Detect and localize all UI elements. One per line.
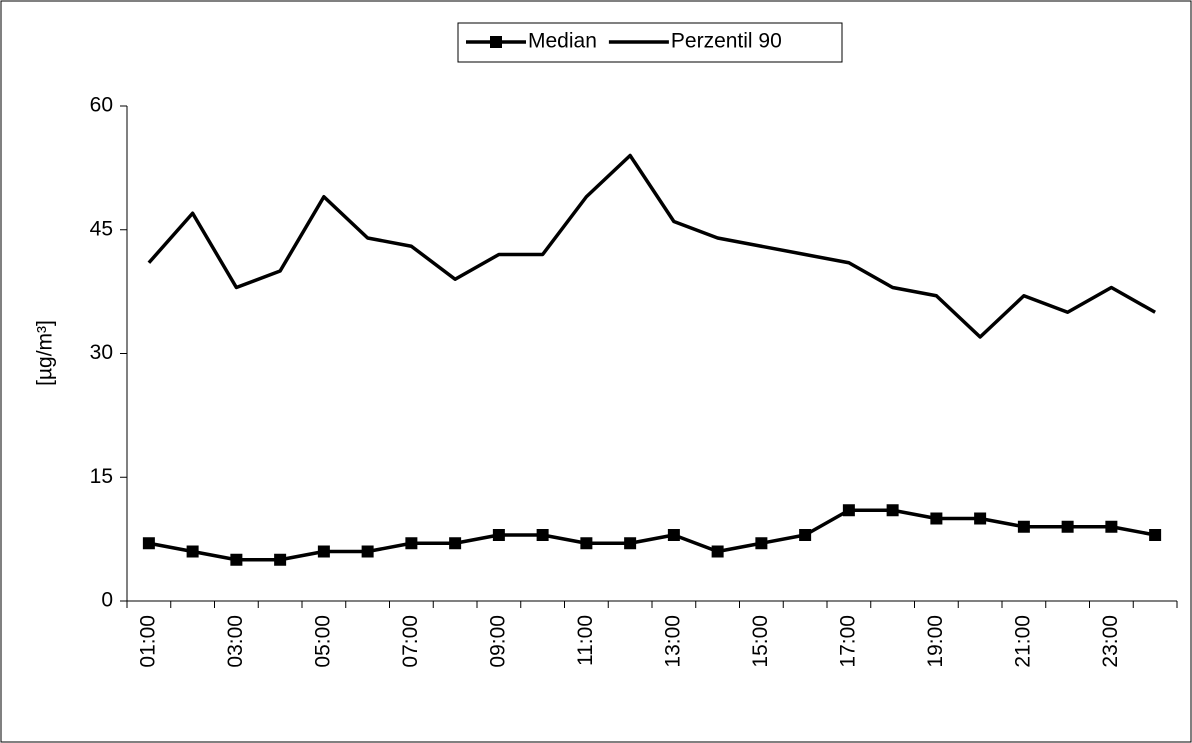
y-tick-label: 30 [90,341,113,364]
marker [974,512,987,525]
x-tick-label: 07:00 [399,615,422,668]
y-axis-label: [µg/m³] [34,320,57,386]
marker [1105,520,1118,533]
x-tick-label: 15:00 [749,615,772,668]
x-tick-label: 09:00 [486,615,509,668]
marker [449,537,462,550]
series-line [147,153,1156,339]
legend-marker [490,36,502,48]
series-line [148,508,1156,562]
x-tick-label: 01:00 [136,615,159,668]
marker [1149,529,1162,541]
marker [886,504,899,517]
x-tick-label: 17:00 [836,615,859,668]
marker [711,545,724,558]
marker [799,529,812,541]
marker [667,529,680,541]
y-tick-label: 15 [90,465,113,488]
marker [930,512,943,525]
x-tick-label: 13:00 [661,615,684,668]
marker [361,545,374,558]
legend-label: Median [528,30,597,53]
marker [842,504,855,517]
x-tick-label: 21:00 [1011,615,1034,668]
marker [624,537,637,550]
marker [492,529,505,541]
x-tick-label: 03:00 [224,615,247,668]
marker [536,529,549,541]
marker [142,537,155,550]
x-tick-label: 05:00 [311,615,334,668]
y-tick-label: 60 [90,94,113,117]
marker [405,537,418,550]
y-tick-label: 0 [101,589,113,612]
marker [317,545,330,558]
marker [1017,520,1030,533]
marker [755,537,768,550]
x-tick-label: 19:00 [924,615,947,668]
marker [1061,520,1074,533]
marker [186,545,199,558]
marker [274,553,287,566]
marker [580,537,593,550]
x-tick-label: 11:00 [574,615,597,666]
legend-label: Perzentil 90 [671,30,782,53]
y-tick-label: 45 [90,217,113,240]
marker [230,553,243,566]
x-tick-label: 23:00 [1099,615,1122,668]
